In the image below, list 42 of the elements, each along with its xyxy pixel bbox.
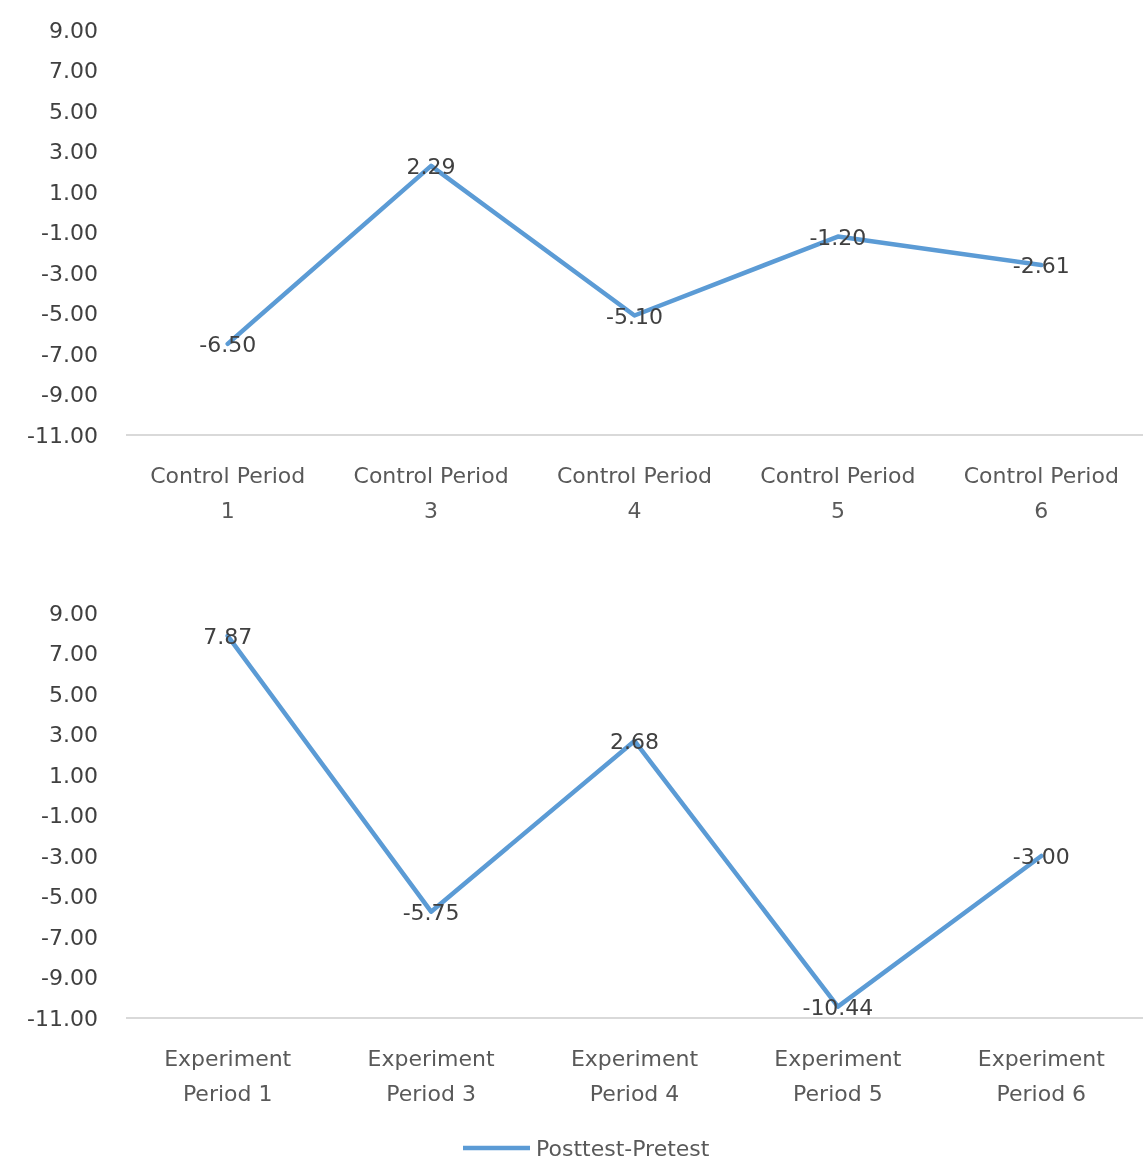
y-tick-label: 1.00 — [49, 179, 98, 205]
text: 7.87 — [203, 623, 253, 649]
y-tick-label: -3.00 — [41, 843, 98, 869]
y-tick-label: -3.00 — [41, 260, 98, 286]
y-tick-label: 7.00 — [49, 641, 98, 667]
y-tick-label: -5.00 — [41, 884, 98, 910]
x-tick-label: Control Period 1 — [150, 463, 306, 523]
y-tick-label: 5.00 — [49, 681, 98, 707]
y-tick-label: 9.00 — [49, 600, 98, 626]
text: -5.75 — [402, 899, 460, 925]
x-tick-label: Experiment Period 4 — [570, 1046, 699, 1106]
y-tick-label: 3.00 — [49, 722, 98, 748]
y-tick-label: 5.00 — [49, 98, 98, 124]
text: -6.50 — [199, 331, 257, 357]
x-tick-label: Experiment Period 6 — [977, 1046, 1106, 1106]
y-tick-label: -7.00 — [41, 341, 98, 367]
x-tick-label: Experiment Period 1 — [164, 1046, 292, 1106]
x-tick-label: Experiment Period 3 — [367, 1046, 496, 1106]
text: -2.61 — [1012, 253, 1070, 279]
legend-label: Posttest-Pretest — [536, 1135, 710, 1161]
y-tick-label: -7.00 — [41, 924, 98, 950]
y-tick-label: 3.00 — [49, 139, 98, 165]
text: -5.10 — [606, 303, 663, 329]
y-tick-label: -11.00 — [27, 422, 98, 448]
y-tick-label: -9.00 — [41, 965, 98, 991]
x-tick-label: Control Period 6 — [963, 463, 1119, 523]
x-tick-label: Control Period 3 — [353, 463, 509, 523]
text: 2.29 — [406, 153, 456, 179]
y-tick-label: -1.00 — [41, 220, 98, 246]
y-tick-label: -5.00 — [41, 301, 98, 327]
y-tick-label: 7.00 — [49, 58, 98, 84]
x-tick-label: Experiment Period 5 — [774, 1046, 902, 1106]
text: -10.44 — [802, 994, 874, 1020]
x-tick-label: Control Period 4 — [556, 463, 713, 523]
text: 2.68 — [610, 728, 659, 754]
y-tick-label: 1.00 — [49, 762, 98, 788]
y-tick-label: -11.00 — [27, 1005, 98, 1031]
text: -3.00 — [1012, 844, 1070, 869]
y-tick-label: -1.00 — [41, 803, 98, 829]
x-tick-label: Control Period 5 — [760, 463, 916, 523]
y-tick-label: -9.00 — [41, 382, 98, 408]
y-tick-label: 9.00 — [49, 17, 98, 43]
